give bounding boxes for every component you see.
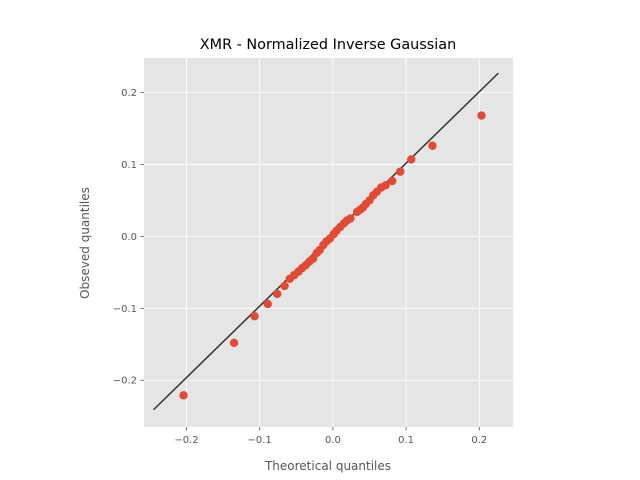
data-point bbox=[280, 281, 289, 291]
y-tick-label: 0.2 bbox=[121, 88, 137, 99]
x-axis-label: Theoretical quantiles bbox=[264, 459, 391, 473]
x-tick-label: −0.2 bbox=[174, 435, 198, 446]
y-tick-label: −0.2 bbox=[113, 376, 137, 387]
data-point bbox=[381, 181, 390, 190]
data-point bbox=[346, 214, 355, 223]
data-point bbox=[263, 299, 272, 309]
data-point bbox=[179, 391, 188, 400]
x-tick-label: 0.2 bbox=[471, 435, 487, 446]
x-tick-label: −0.1 bbox=[248, 435, 272, 446]
y-tick-label: −0.1 bbox=[113, 304, 137, 315]
data-point bbox=[250, 312, 259, 321]
data-point bbox=[396, 167, 405, 176]
data-point bbox=[428, 141, 437, 150]
y-tick-label: 0.0 bbox=[121, 232, 137, 243]
x-tick-label: 0.0 bbox=[325, 435, 341, 446]
data-point bbox=[477, 111, 486, 120]
data-point bbox=[229, 338, 239, 348]
chart-title: XMR - Normalized Inverse Gaussian bbox=[200, 37, 456, 53]
y-axis-label: Obseved quantiles bbox=[78, 187, 92, 299]
x-tick-label: 0.1 bbox=[398, 435, 414, 446]
y-tick-label: 0.1 bbox=[121, 160, 137, 171]
data-point bbox=[407, 155, 416, 164]
data-point bbox=[273, 289, 282, 299]
data-point bbox=[387, 176, 397, 186]
